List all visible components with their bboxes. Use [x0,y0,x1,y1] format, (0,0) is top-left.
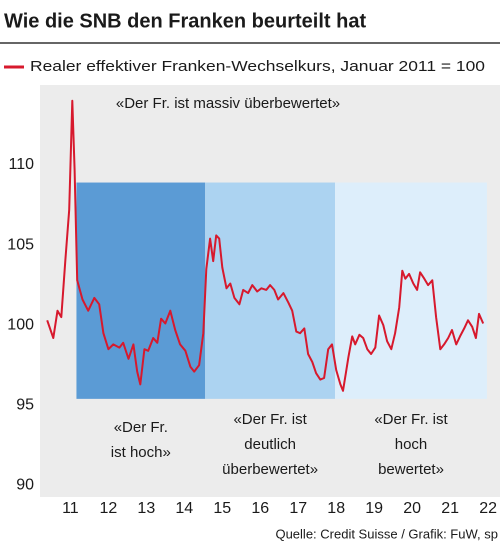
region [76,182,206,399]
x-tick-label: 14 [175,500,193,517]
series-line [46,99,485,392]
x-tick-label: 11 [62,500,79,517]
region-label: überbewertet» [222,461,318,478]
chart-title: Wie die SNB den Franken beurteilt hat [4,10,366,32]
x-tick-label: 12 [99,500,117,517]
annotation: «Der Fr. ist massiv überbewertet» [116,95,340,112]
y-tick-label: 90 [16,477,34,494]
x-tick-label: 13 [137,500,155,517]
region-label: hoch [395,436,428,453]
y-tick-label: 100 [7,316,34,333]
region-label: deutlich [244,436,296,453]
x-tick-label: 16 [251,500,269,517]
region [205,182,336,399]
y-tick-label: 105 [7,236,34,253]
region-label: «Der Fr. [114,419,168,436]
region-label: ist hoch» [111,444,171,461]
legend-label: Realer effektiver Franken-Wechselkurs, J… [30,58,485,75]
x-tick-label: 15 [213,500,231,517]
x-tick-label: 21 [441,500,459,517]
x-tick-label: 18 [327,500,345,517]
x-tick-label: 22 [479,500,497,517]
x-tick-label: 17 [289,500,307,517]
region-label: «Der Fr. ist [374,411,448,428]
source: Quelle: Credit Suisse / Grafik: FuW, sp [275,526,498,541]
x-tick-label: 20 [403,500,421,517]
x-tick-label: 19 [365,500,383,517]
region-label: «Der Fr. ist [233,411,307,428]
y-tick-label: 110 [8,156,34,173]
region-label: bewertet» [378,461,444,478]
y-tick-label: 95 [16,396,34,413]
region [335,182,487,399]
